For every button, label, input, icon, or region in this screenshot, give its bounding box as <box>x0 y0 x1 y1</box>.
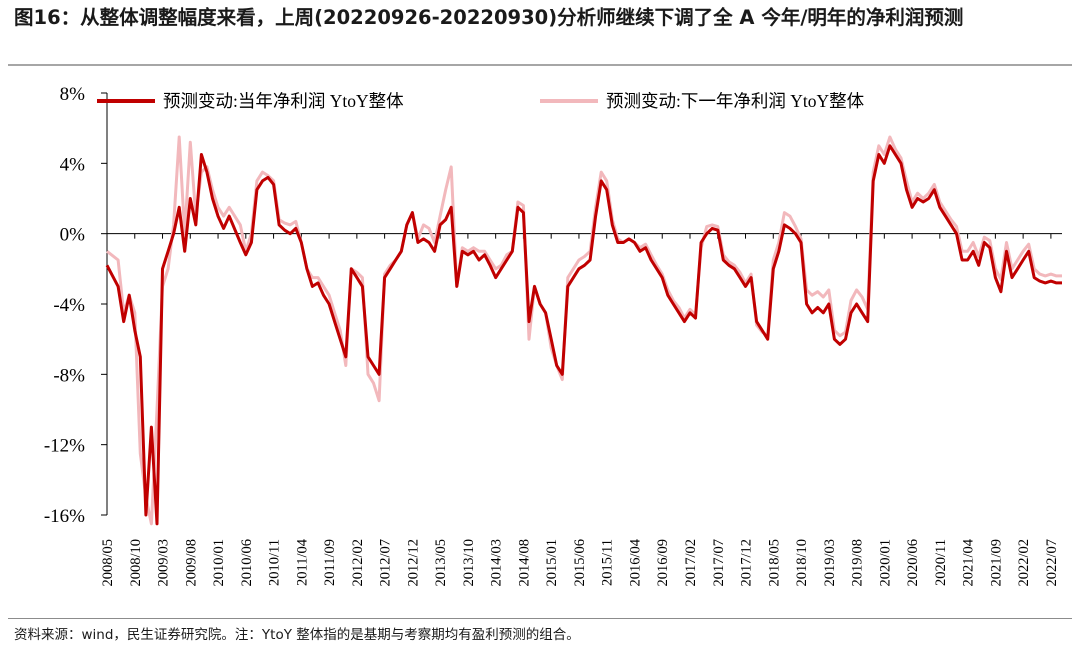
y-tick-label: 8% <box>60 84 86 105</box>
x-axis: 2008/05 2008/10 2009/03 2009/08 2010/01 2010/… <box>100 233 1062 587</box>
x-tick-label: 2015/06 <box>572 539 588 587</box>
x-tick-label: 2014/03 <box>489 539 505 587</box>
x-tick-label: 2021/04 <box>961 538 977 586</box>
x-tick-label: 2017/07 <box>711 539 727 587</box>
y-axis: 8% 4% 0% -4% -8% -12% -16% <box>44 84 108 527</box>
series-layer <box>105 135 1062 526</box>
x-tick-label: 2015/01 <box>544 539 560 587</box>
x-tick-label: 2012/02 <box>350 539 366 587</box>
x-tick-label: 2022/02 <box>1016 539 1032 587</box>
x-tick-label: 2018/10 <box>794 539 810 587</box>
legend: 预测变动:当年净利润 YtoY整体 预测变动:下一年净利润 YtoY整体 <box>97 91 865 111</box>
x-tick-label: 2017/02 <box>683 539 699 587</box>
title-rule <box>8 64 1072 66</box>
y-tick-label: 0% <box>60 225 86 246</box>
source-note: 资料来源：wind，民生证券研究院。注：YtoY 整体指的是基期与考察期均有盈利… <box>14 627 580 643</box>
x-tick-label: 2019/03 <box>822 539 838 587</box>
x-tick-label: 2009/03 <box>156 539 172 587</box>
series-line-next-year <box>106 135 1062 526</box>
y-tick-label: 4% <box>60 154 86 175</box>
x-tick-label: 2016/09 <box>655 539 671 587</box>
legend-item-current-year-label: 预测变动:当年净利润 YtoY整体 <box>163 91 404 111</box>
x-tick-label: 2012/07 <box>378 539 394 587</box>
x-tick-label: 2009/08 <box>183 539 199 587</box>
y-tick-label: -4% <box>53 295 85 316</box>
x-tick-label: 2019/08 <box>850 539 866 587</box>
x-tick-label: 2008/05 <box>100 539 116 587</box>
x-tick-label: 2013/05 <box>433 539 449 587</box>
legend-item-next-year-label: 预测变动:下一年净利润 YtoY整体 <box>606 91 865 111</box>
y-tick-label: -12% <box>44 436 85 457</box>
x-tick-label: 2014/08 <box>516 539 532 587</box>
x-tick-label: 2010/11 <box>267 539 283 586</box>
chart: 8% 4% 0% -4% -8% -12% -16% 2008/05 2008/10 2009/… <box>44 84 1062 587</box>
y-tick-label: -8% <box>53 365 85 386</box>
x-tick-label: 2020/06 <box>905 539 921 587</box>
x-tick-label: 2022/07 <box>1044 539 1060 587</box>
x-tick-label: 2011/04 <box>294 538 310 586</box>
source-rule <box>8 618 1072 619</box>
x-tick-label: 2015/11 <box>600 539 616 586</box>
x-tick-label: 2010/06 <box>239 539 255 587</box>
figure-title: 图16：从整体调整幅度来看，上周(20220926-20220930)分析师继续… <box>14 6 964 29</box>
x-tick-label: 2011/09 <box>322 539 338 586</box>
x-tick-label: 2018/05 <box>766 539 782 587</box>
x-tick-label: 2021/09 <box>988 539 1004 587</box>
x-tick-label: 2013/10 <box>461 539 477 587</box>
y-tick-label: -16% <box>44 506 85 527</box>
x-tick-label: 2017/12 <box>739 539 755 587</box>
x-tick-label: 2020/01 <box>877 539 893 587</box>
x-tick-label: 2020/11 <box>933 539 949 586</box>
x-tick-label: 2010/01 <box>211 539 227 587</box>
x-tick-label: 2016/04 <box>627 538 643 586</box>
series-line-current-year <box>105 144 1062 526</box>
x-tick-label: 2008/10 <box>128 539 144 587</box>
x-tick-label: 2012/12 <box>405 539 421 587</box>
